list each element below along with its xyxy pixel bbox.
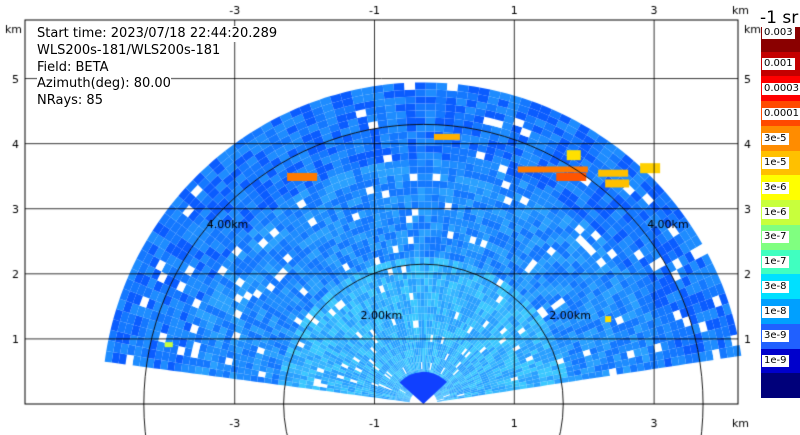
colorbar-tick-label: 1e-8	[762, 305, 789, 318]
colorbar-segment: 3e-8	[761, 274, 800, 300]
instrument-label: WLS200s-181/WLS200s-181	[37, 43, 221, 59]
colorbar-segment	[761, 373, 800, 399]
colorbar-tick-label: 3e-9	[762, 330, 789, 343]
colorbar-tick-label: 1e-5	[762, 157, 789, 170]
start-time-label: Start time: 2023/07/18 22:44:20.289	[37, 26, 278, 42]
colorbar-tick-label: 1e-9	[762, 355, 789, 368]
field-label: Field: BETA	[37, 60, 109, 76]
colorbar-tick-label: 0.003	[762, 27, 795, 39]
colorbar-tick-label: 0.0003	[762, 83, 800, 96]
colorbar-tick-label: 3e-7	[762, 231, 789, 244]
colorbar-tick-label: 3e-6	[762, 182, 789, 194]
colorbar-segment: 1e-6	[761, 200, 800, 226]
colorbar-segment: 3e-9	[761, 323, 800, 350]
colorbar-tick-label: 1e-7	[762, 256, 789, 269]
colorbar-segment: 0.001	[761, 51, 800, 77]
colorbar-segment: 0.0003	[761, 76, 800, 102]
colorbar-tick-label: 1e-6	[762, 206, 789, 219]
colorbar-segment: 0.003	[761, 27, 800, 53]
colorbar-unit-title: -1 sr	[760, 8, 799, 28]
colorbar-tick-label: 0.001	[762, 58, 795, 71]
colorbar-segment: 1e-8	[761, 299, 800, 325]
colorbar-tick-label: 3e-5	[762, 132, 789, 145]
colorbar-segment: 3e-7	[761, 224, 800, 251]
colorbar-tick-label: 0.0001	[762, 107, 800, 120]
colorbar-segment: 3e-6	[761, 175, 800, 201]
nrays-label: NRays: 85	[37, 93, 103, 109]
colorbar-segment: 1e-5	[761, 150, 800, 176]
colorbar-segment: 3e-5	[761, 125, 800, 152]
colorbar-segment: 1e-9	[761, 348, 800, 374]
colorbar-segment: 0.0001	[761, 101, 800, 127]
azimuth-label: Azimuth(deg): 80.00	[37, 76, 171, 92]
colorbar-tick-label: 3e-8	[762, 280, 789, 293]
colorbar-segment: 1e-7	[761, 249, 800, 275]
